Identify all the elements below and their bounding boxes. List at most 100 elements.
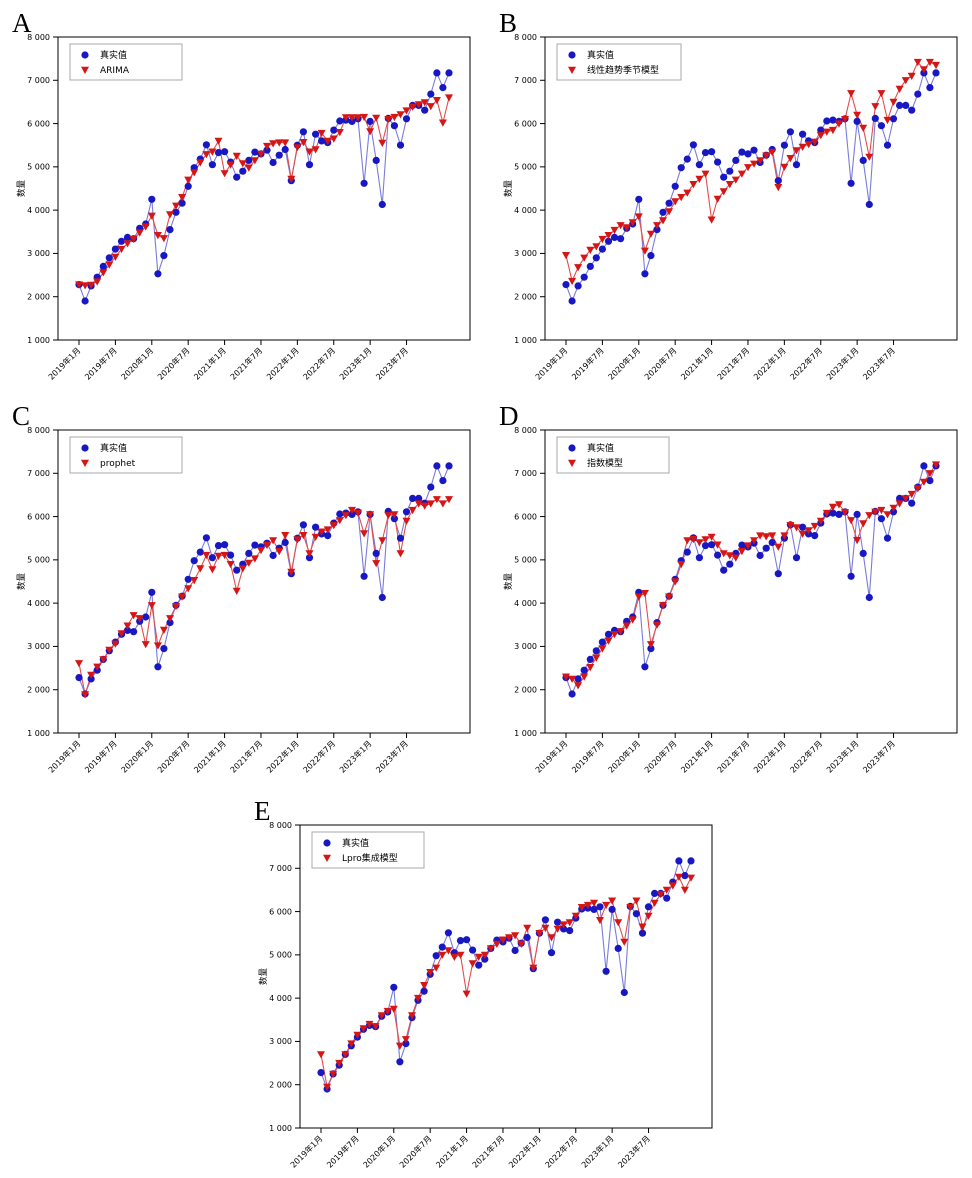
svg-text:2 000: 2 000	[27, 293, 50, 302]
svg-text:6 000: 6 000	[514, 119, 537, 128]
svg-text:2022年7月: 2022年7月	[788, 345, 824, 381]
svg-text:2019年1月: 2019年1月	[46, 345, 82, 381]
svg-text:2019年7月: 2019年7月	[569, 345, 605, 381]
svg-text:2022年7月: 2022年7月	[788, 738, 824, 774]
legend-actual-marker-icon	[81, 444, 89, 452]
svg-text:2023年7月: 2023年7月	[861, 345, 897, 381]
svg-text:2022年1月: 2022年1月	[264, 345, 300, 381]
svg-text:2019年1月: 2019年1月	[46, 738, 82, 774]
actual-series-line	[565, 71, 937, 303]
y-axis-title: 数量	[258, 968, 269, 986]
x-axis: 2019年1月 2019年7月 2020年1月 2020年7月 2021年1月 2021年…	[46, 733, 410, 775]
legend-model-label: ARIMA	[100, 66, 130, 76]
actual-series-line	[565, 464, 937, 696]
y-axis: 1 000 2 000 3 000 4 000 5 000 6 000 7 000 8 000…	[503, 426, 545, 738]
svg-text:7 000: 7 000	[27, 469, 50, 478]
svg-text:7 000: 7 000	[514, 469, 537, 478]
svg-text:1 000: 1 000	[514, 729, 537, 738]
legend: 真实值 prophet	[69, 436, 183, 474]
svg-text:2021年1月: 2021年1月	[434, 1133, 470, 1169]
svg-text:2 000: 2 000	[514, 293, 537, 302]
actual-series-markers	[75, 462, 453, 698]
svg-text:2 000: 2 000	[514, 686, 537, 695]
svg-text:4 000: 4 000	[514, 599, 537, 608]
plot-frame	[57, 429, 471, 734]
y-axis: 1 000 2 000 3 000 4 000 5 000 6 000 7 000 8 000…	[16, 33, 58, 345]
svg-text:2022年7月: 2022年7月	[543, 1133, 579, 1169]
legend-actual-label: 真实值	[100, 49, 127, 61]
svg-text:2019年7月: 2019年7月	[324, 1133, 360, 1169]
svg-text:2022年1月: 2022年1月	[751, 738, 787, 774]
y-axis-title: 数量	[503, 180, 514, 198]
svg-text:2023年1月: 2023年1月	[337, 738, 373, 774]
svg-text:2023年1月: 2023年1月	[824, 345, 860, 381]
svg-text:2019年1月: 2019年1月	[288, 1133, 324, 1169]
svg-text:2023年1月: 2023年1月	[337, 345, 373, 381]
svg-text:2019年7月: 2019年7月	[82, 345, 118, 381]
y-axis: 1 000 2 000 3 000 4 000 5 000 6 000 7 000 8 000…	[16, 426, 58, 738]
svg-text:2020年1月: 2020年1月	[606, 738, 642, 774]
model-series-markers	[562, 58, 940, 286]
svg-text:2021年7月: 2021年7月	[228, 345, 264, 381]
subplot-a: A 1 000 2 000 3 000 4 000 5 000 6 000 7 000 8 0…	[8, 8, 494, 400]
legend-actual-marker-icon	[568, 51, 576, 59]
legend-model-marker-icon	[568, 66, 576, 74]
svg-text:5 000: 5 000	[269, 951, 292, 960]
svg-text:8 000: 8 000	[514, 426, 537, 435]
svg-text:2020年1月: 2020年1月	[361, 1133, 397, 1169]
svg-text:5 000: 5 000	[514, 163, 537, 172]
subplot-c-plot: 1 000 2 000 3 000 4 000 5 000 6 000 7 000 8 000…	[16, 426, 471, 775]
x-axis: 2019年1月 2019年7月 2020年1月 2020年7月 2021年1月 2021年…	[533, 340, 897, 382]
legend-actual-label: 真实值	[587, 442, 614, 454]
svg-text:2021年7月: 2021年7月	[228, 738, 264, 774]
svg-text:8 000: 8 000	[27, 426, 50, 435]
svg-text:1 000: 1 000	[27, 336, 50, 345]
model-series-line	[565, 464, 937, 687]
svg-text:2023年7月: 2023年7月	[374, 738, 410, 774]
model-series-markers	[75, 94, 453, 290]
plot-frame	[57, 36, 471, 341]
svg-text:4 000: 4 000	[27, 599, 50, 608]
legend-model-marker-icon	[81, 66, 89, 74]
plot-frame	[299, 824, 713, 1129]
svg-text:6 000: 6 000	[27, 512, 50, 521]
subplot-e-letter: E	[254, 796, 271, 826]
legend: 真实值 ARIMA	[69, 43, 183, 81]
subplot-b-plot: 1 000 2 000 3 000 4 000 5 000 6 000 7 000 8 000…	[503, 33, 958, 382]
svg-text:3 000: 3 000	[27, 249, 50, 258]
svg-text:5 000: 5 000	[27, 163, 50, 172]
svg-text:2020年1月: 2020年1月	[119, 738, 155, 774]
actual-series-markers	[562, 69, 940, 305]
svg-text:2019年1月: 2019年1月	[533, 738, 569, 774]
svg-text:7 000: 7 000	[514, 76, 537, 85]
svg-text:2 000: 2 000	[27, 686, 50, 695]
legend-model-marker-icon	[81, 459, 89, 467]
model-series-markers	[562, 461, 940, 690]
svg-text:5 000: 5 000	[27, 556, 50, 565]
svg-text:2023年7月: 2023年7月	[374, 345, 410, 381]
svg-text:4 000: 4 000	[27, 206, 50, 215]
svg-text:3 000: 3 000	[514, 642, 537, 651]
legend-model-label: Lpro集成模型	[342, 852, 398, 864]
svg-text:2020年7月: 2020年7月	[397, 1133, 433, 1169]
subplot-a-letter: A	[12, 8, 32, 38]
svg-text:8 000: 8 000	[269, 821, 292, 830]
svg-text:2021年1月: 2021年1月	[679, 738, 715, 774]
svg-text:2020年7月: 2020年7月	[155, 738, 191, 774]
svg-text:1 000: 1 000	[514, 336, 537, 345]
svg-text:2022年7月: 2022年7月	[301, 345, 337, 381]
svg-text:2019年7月: 2019年7月	[82, 738, 118, 774]
svg-text:2 000: 2 000	[269, 1081, 292, 1090]
legend-actual-label: 真实值	[587, 49, 614, 61]
svg-text:3 000: 3 000	[514, 249, 537, 258]
svg-text:2022年1月: 2022年1月	[506, 1133, 542, 1169]
legend-model-label: prophet	[100, 459, 136, 469]
plot-frame	[544, 36, 958, 341]
model-series-line	[320, 875, 692, 1089]
svg-text:2021年7月: 2021年7月	[715, 738, 751, 774]
subplot-d-letter: D	[499, 401, 519, 431]
svg-text:2022年7月: 2022年7月	[301, 738, 337, 774]
y-axis: 1 000 2 000 3 000 4 000 5 000 6 000 7 000 8 000…	[258, 821, 300, 1133]
